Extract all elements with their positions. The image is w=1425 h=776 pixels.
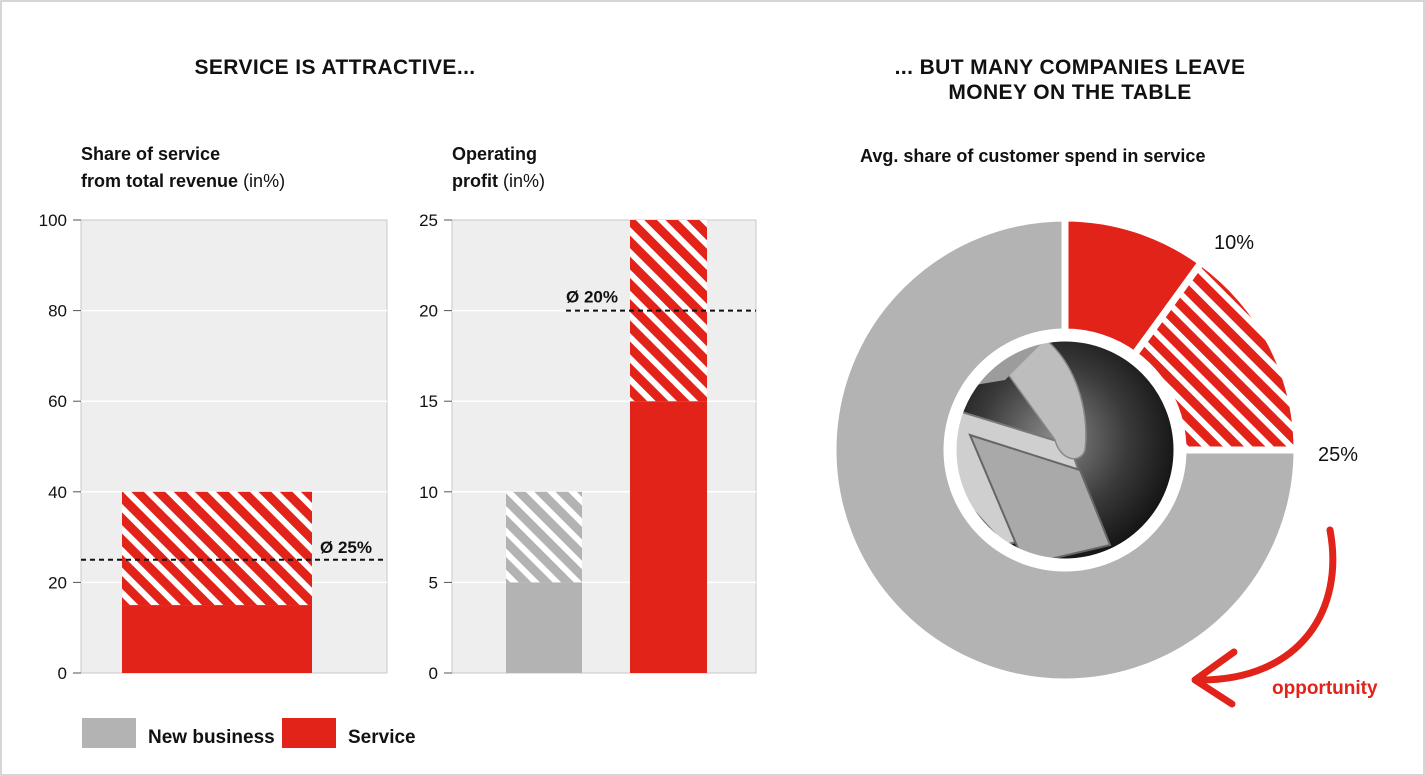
operating-profit-unit: (in%) <box>503 171 546 191</box>
bar-hatched-segment <box>506 491 582 583</box>
slice-label-10: 10% <box>1214 232 1254 254</box>
banknote <box>968 433 1112 560</box>
y-tick-label: 0 <box>429 664 438 683</box>
slice-label-25: 25% <box>1318 444 1358 466</box>
customer-spend-donut: 10% 25% opportunity <box>829 214 1378 708</box>
opportunity-arrow <box>1196 526 1337 684</box>
revenue-share-title: Share of service from total revenue (in%… <box>81 141 285 195</box>
bar-solid-segment <box>506 582 582 673</box>
revenue-share-title-line-1: Share of service <box>81 144 221 164</box>
operating-profit-title-line-1: Operating <box>452 144 538 164</box>
y-tick-label: 80 <box>48 302 67 321</box>
legend-label: New business <box>148 727 275 748</box>
bar-hatched-segment <box>122 491 312 606</box>
customer-spend-title: Avg. share of customer spend in service <box>860 146 1206 166</box>
legend-swatch <box>282 718 336 748</box>
revenue-share-unit: (in%) <box>243 171 286 191</box>
money-photo <box>955 340 1175 560</box>
legend-swatch <box>82 718 136 748</box>
y-tick-label: 20 <box>48 573 67 592</box>
hand-thumb <box>1004 340 1087 460</box>
bar-solid-segment <box>630 401 707 673</box>
photo-ring <box>953 338 1177 562</box>
legend: New business Service <box>82 718 416 748</box>
revenue-share-title-line-2: from total revenue <box>81 171 239 191</box>
legend-label: Service <box>348 727 416 748</box>
opportunity-label: opportunity <box>1272 678 1378 699</box>
revenue-share-chart: 0 20 40 60 80 100 Ø 25% <box>39 211 388 683</box>
y-tick-label: 40 <box>48 483 67 502</box>
opportunity-arrowhead <box>1191 648 1238 708</box>
bar-solid-segment <box>122 605 312 673</box>
average-label: Ø 25% <box>320 538 372 557</box>
y-tick-label: 15 <box>419 392 438 411</box>
average-label: Ø 20% <box>566 288 618 307</box>
right-heading-line-1: ... BUT MANY COMPANIES LEAVE <box>894 56 1246 79</box>
y-tick-label: 25 <box>419 211 438 230</box>
y-tick-label: 100 <box>39 211 67 230</box>
right-heading-line-2: MONEY ON THE TABLE <box>948 81 1192 104</box>
left-heading: SERVICE IS ATTRACTIVE... <box>194 56 476 79</box>
y-tick-label: 10 <box>419 483 438 502</box>
y-tick-label: 20 <box>419 302 438 321</box>
operating-profit-title-line-2: profit <box>452 171 498 191</box>
y-tick-label: 5 <box>429 573 438 592</box>
y-tick-label: 0 <box>58 664 67 683</box>
operating-profit-chart: 0 5 10 15 20 25 Ø 20% <box>419 211 757 683</box>
right-heading: ... BUT MANY COMPANIES LEAVE MONEY ON TH… <box>780 55 1360 105</box>
y-tick-label: 60 <box>48 392 67 411</box>
operating-profit-title: Operating profit (in%) <box>452 141 545 195</box>
